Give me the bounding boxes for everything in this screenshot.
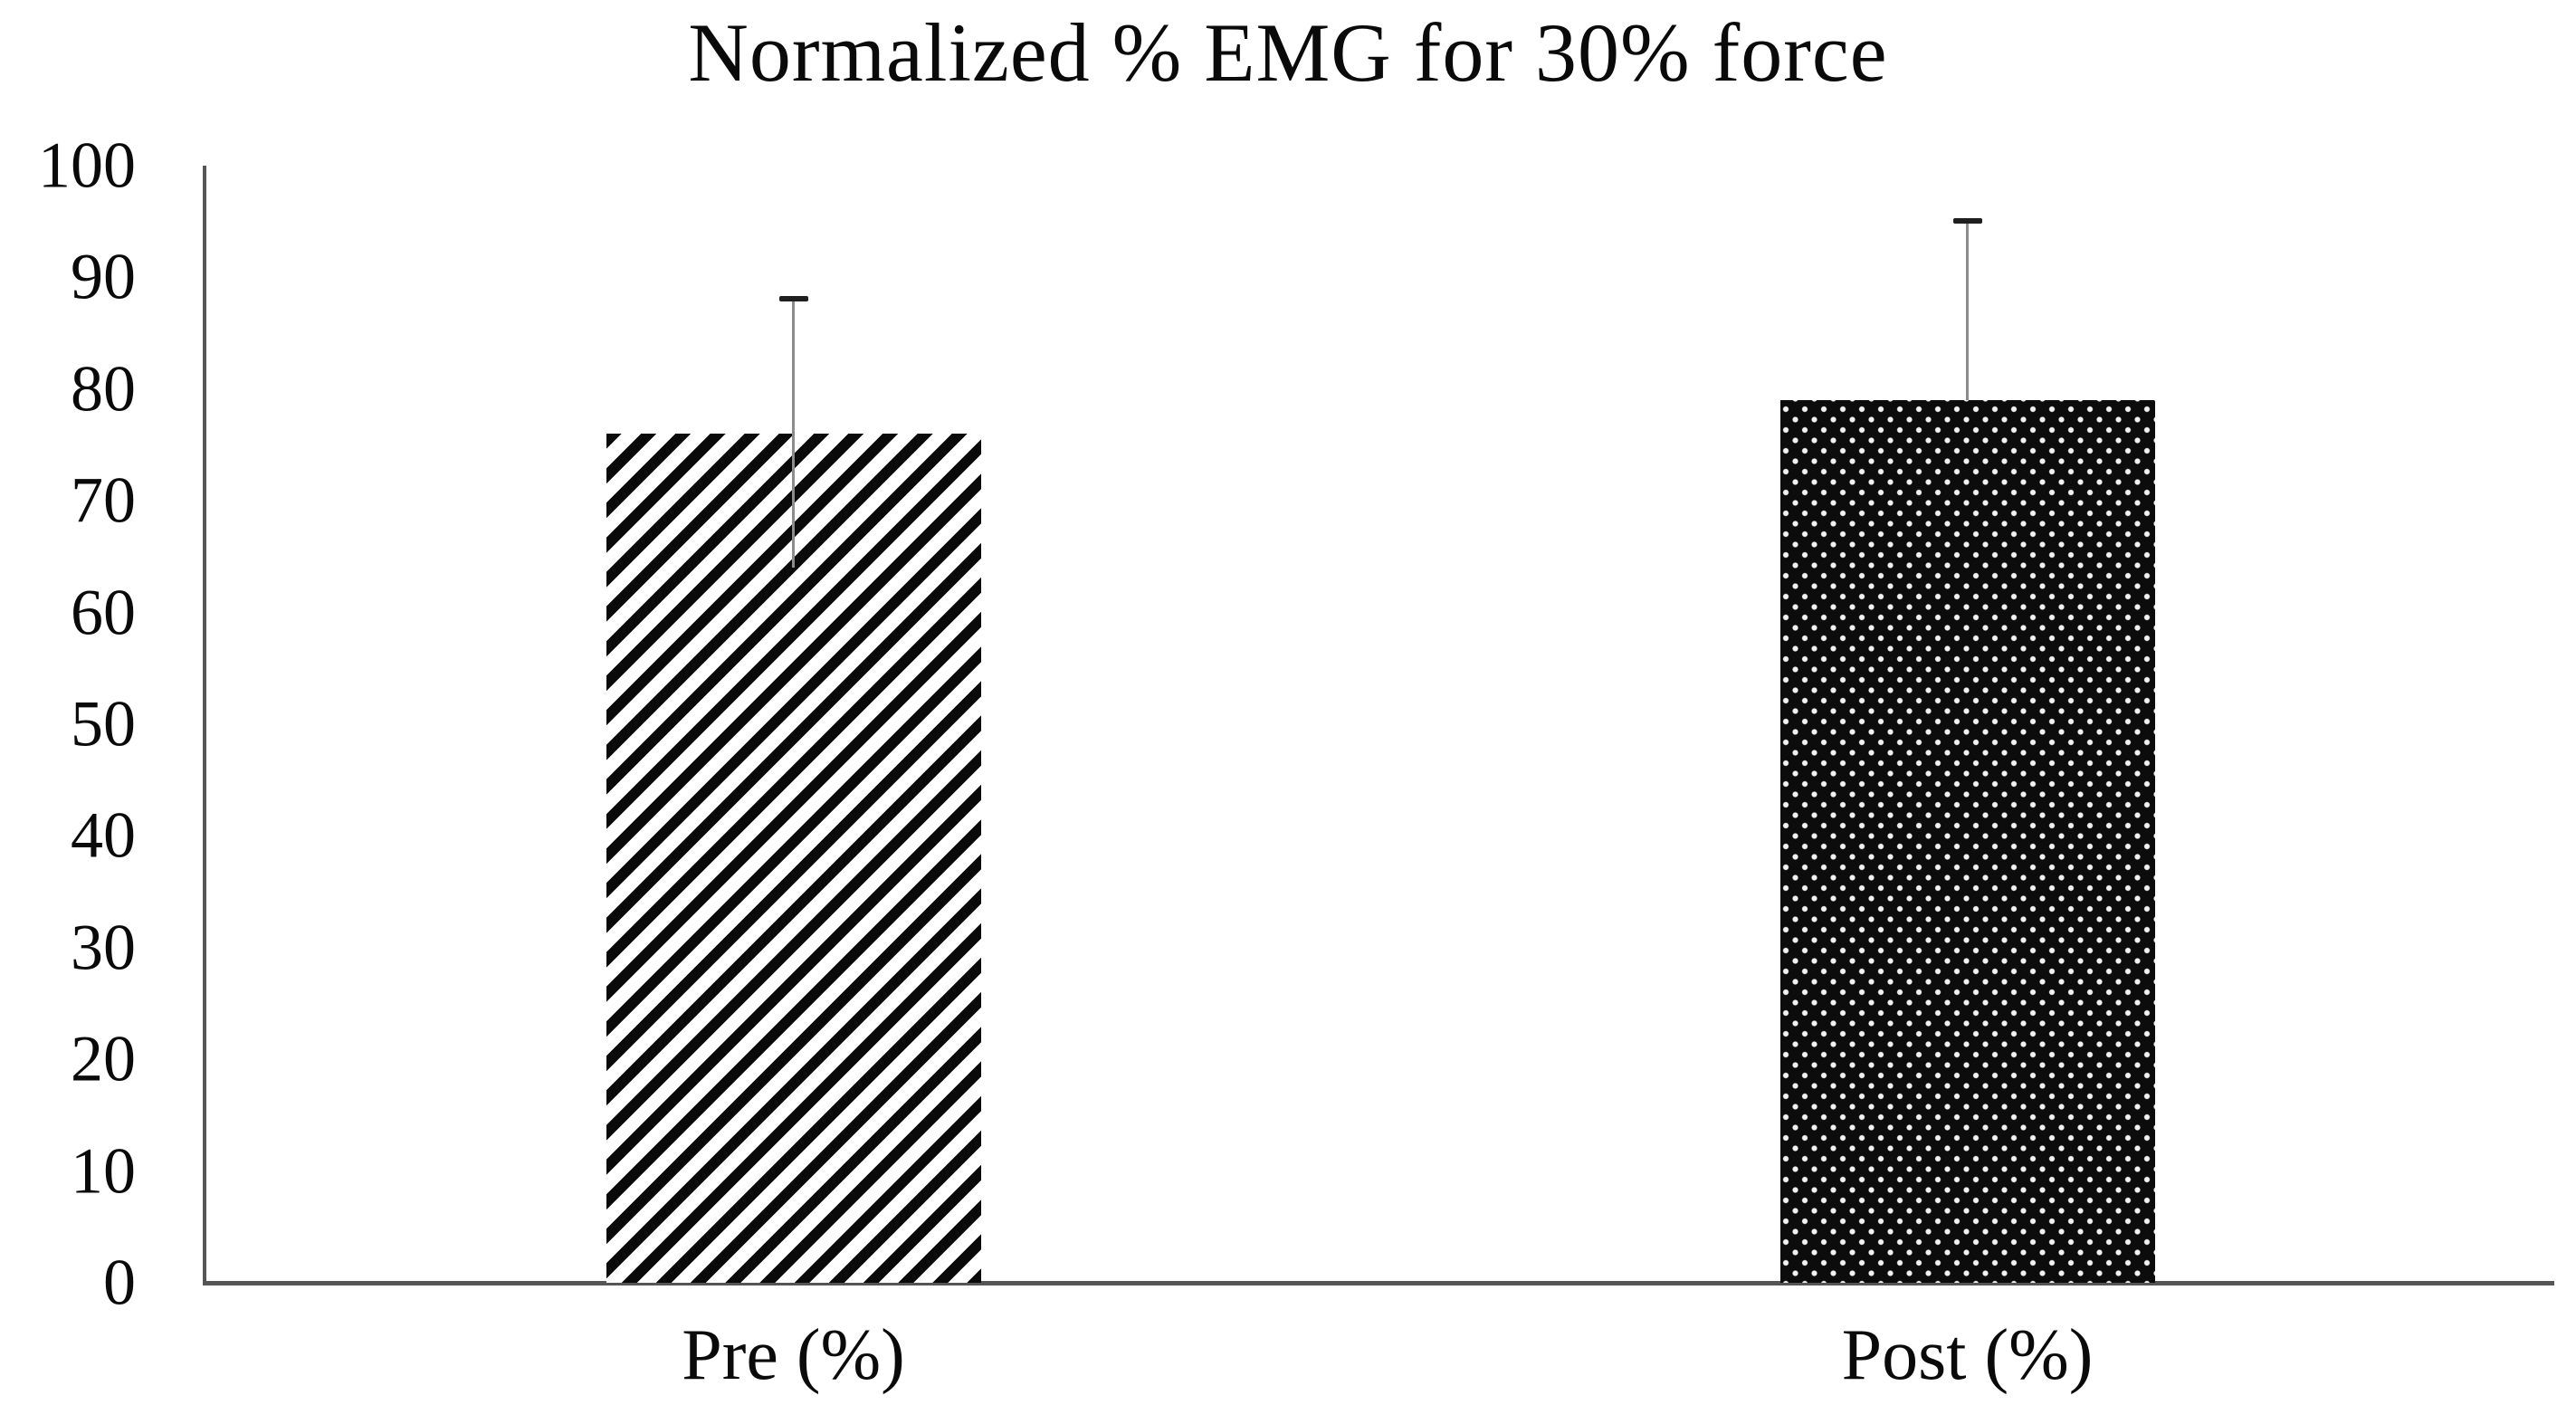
y-tick-label: 10 — [71, 1134, 136, 1208]
y-tick-label: 100 — [38, 129, 136, 202]
y-axis-line — [203, 166, 206, 1283]
bar-post — [1779, 400, 2155, 1283]
y-tick-label: 60 — [71, 576, 136, 649]
y-tick-label: 90 — [71, 240, 136, 313]
x-category-label: Pre (%) — [682, 1315, 905, 1395]
error-bar-line — [792, 300, 795, 569]
y-tick-label: 80 — [71, 352, 136, 425]
chart-title: Normalized % EMG for 30% force — [688, 6, 1888, 99]
y-tick-label: 30 — [71, 911, 136, 984]
x-category-label: Post (%) — [1841, 1315, 2094, 1395]
error-bar-cap — [778, 296, 808, 302]
error-bar-cap — [1952, 217, 1982, 224]
y-tick-label: 0 — [103, 1246, 136, 1319]
y-tick-label: 50 — [71, 687, 136, 760]
error-bar-line — [1966, 221, 1969, 401]
bar-pre — [606, 434, 981, 1283]
y-tick-label: 40 — [71, 798, 136, 872]
y-tick-label: 20 — [71, 1022, 136, 1095]
x-axis-line — [203, 1281, 2554, 1285]
y-tick-label: 70 — [71, 464, 136, 537]
